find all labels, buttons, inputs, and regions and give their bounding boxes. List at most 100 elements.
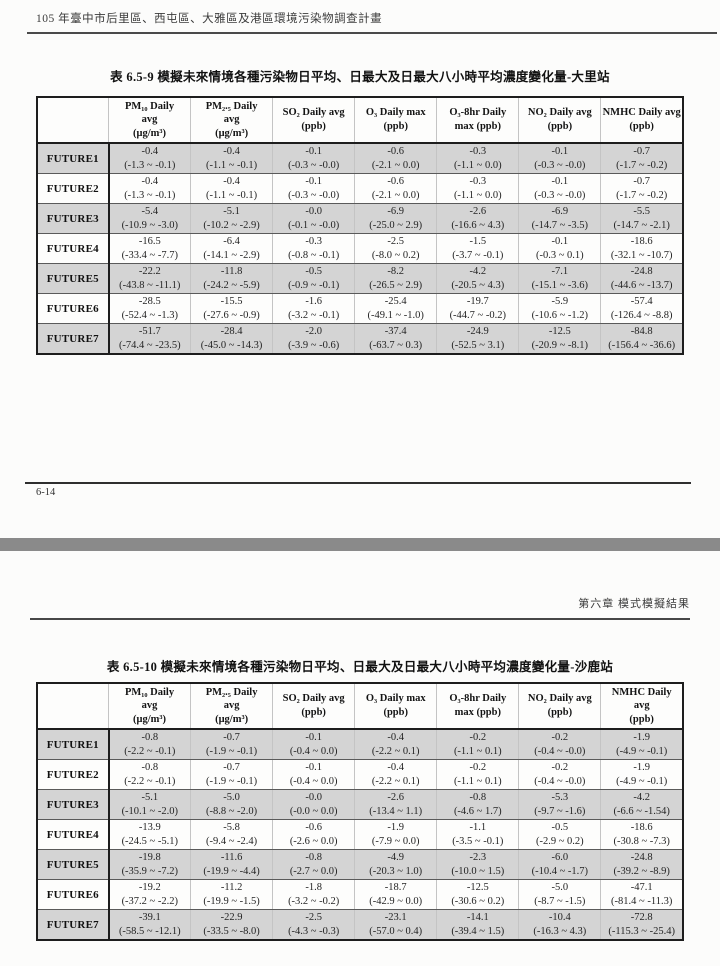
mean-change-value: -84.8 [630, 326, 653, 338]
value-cell: -18.7 (-42.9 ~ 0.0) [354, 879, 438, 910]
value-cell: -1.9 (-4.9 ~ -0.1) [600, 728, 684, 760]
value-cell: -47.1 (-81.4 ~ -11.3) [600, 879, 684, 910]
mean-change-value: -0.1 [305, 176, 322, 188]
column-header-line: avg [223, 114, 240, 126]
value-cell: -2.5 (-4.3 ~ -0.3) [272, 909, 356, 941]
value-cell: -0.1 (-0.3 ~ -0.0) [518, 173, 602, 204]
document-page-1: 105 年臺中市后里區、西屯區、大雅區及港區環境污染物調查計畫 表 6.5-9 … [25, 13, 717, 498]
range-value: (-10.4 ~ -1.7) [531, 865, 589, 877]
scenario-label: FUTURE1 [36, 142, 110, 174]
range-value: (-43.8 ~ -11.1) [119, 279, 181, 291]
value-cell: -0.7 (-1.7 ~ -0.2) [600, 173, 684, 204]
range-value: (-2.1 ~ 0.0) [371, 189, 420, 201]
value-cell: -51.7 (-74.4 ~ -23.5) [107, 323, 192, 355]
value-cell: -13.9 (-24.5 ~ -5.1) [107, 819, 192, 850]
range-value: (-1.1 ~ 0.1) [453, 775, 502, 787]
range-value: (-2.2 ~ -0.1) [124, 745, 176, 757]
scenario-label: FUTURE5 [36, 263, 110, 294]
mean-change-value: -0.1 [551, 146, 569, 158]
mean-change-value: -5.1 [141, 792, 159, 804]
value-cell: -0.1 (-0.3 ~ 0.1) [518, 233, 602, 264]
range-value: (-0.3 ~ -0.0) [288, 159, 340, 171]
range-value: (-14.7 ~ -2.1) [613, 219, 670, 231]
column-header-line: (μg/m³) [215, 127, 249, 139]
range-value: (-1.3 ~ -0.1) [124, 159, 176, 171]
mean-change-value: -2.5 [387, 236, 405, 248]
range-value: (-52.5 ~ 3.1) [451, 339, 505, 351]
range-value: (-42.9 ~ 0.0) [369, 895, 423, 907]
value-cell: -0.2 (-1.1 ~ 0.1) [436, 759, 520, 790]
table-row: FUTURE2 -0.8 (-2.2 ~ -0.1) -0.7 (-1.9 ~ -0.1… [36, 759, 684, 790]
value-cell: -2.0 (-3.9 ~ -0.6) [272, 323, 356, 355]
mean-change-value: -0.4 [141, 176, 159, 188]
scenario-label: FUTURE3 [36, 789, 110, 820]
range-value: (-20.9 ~ -8.1) [531, 339, 589, 351]
page-number: 6-14 [36, 487, 56, 498]
value-cell: -2.3 (-10.0 ~ 1.5) [436, 849, 520, 880]
mean-change-value: -0.3 [305, 236, 322, 248]
range-value: (-1.3 ~ -0.1) [124, 189, 176, 201]
value-cell: -19.2 (-37.2 ~ -2.2) [107, 879, 192, 910]
value-cell: -18.6 (-32.1 ~ -10.7) [600, 233, 684, 264]
column-header-line: O₃ Daily max [365, 693, 426, 705]
mean-change-value: -14.1 [466, 912, 489, 924]
value-cell: -0.4 (-1.1 ~ -0.1) [190, 173, 274, 204]
range-value: (-13.4 ~ 1.1) [369, 805, 423, 817]
table-row: FUTURE6 -19.2 (-37.2 ~ -2.2) -11.2 (-19.9 ~ … [36, 879, 684, 910]
range-value: (-30.6 ~ 0.2) [451, 895, 505, 907]
column-header-line: (μg/m³) [133, 127, 167, 139]
value-cell: -0.1 (-0.4 ~ 0.0) [272, 759, 356, 790]
range-value: (-19.9 ~ -1.5) [203, 895, 260, 907]
scenario-label: FUTURE4 [36, 233, 110, 264]
mean-change-value: -5.5 [633, 206, 650, 218]
column-header: PM₁₀ Daily avg (μg/m³) [107, 96, 192, 144]
range-value: (-4.6 ~ 1.7) [453, 805, 502, 817]
table-1-title: 表 6.5-9 模擬未來情境各種污染物日平均、日最大及日最大八小時平均濃度變化量… [110, 70, 610, 84]
mean-change-value: -1.9 [633, 732, 650, 744]
table-row: FUTURE1 -0.8 (-2.2 ~ -0.1) -0.7 (-1.9 ~ -0.1… [36, 728, 684, 760]
mean-change-value: -22.9 [220, 912, 243, 924]
value-cell: -1.5 (-3.7 ~ -0.1) [436, 233, 520, 264]
page-divider-bar [0, 538, 720, 551]
scenario-label: FUTURE1 [36, 728, 110, 760]
range-value: (-0.0 ~ 0.0) [289, 805, 338, 817]
value-cell: -5.3 (-9.7 ~ -1.6) [518, 789, 602, 820]
range-value: (-3.7 ~ -0.1) [452, 249, 504, 261]
value-cell: -0.2 (-0.4 ~ -0.0) [518, 759, 602, 790]
value-cell: -5.5 (-14.7 ~ -2.1) [600, 203, 684, 234]
value-cell: -5.9 (-10.6 ~ -1.2) [518, 293, 602, 324]
column-header-line: (μg/m³) [133, 713, 167, 725]
value-cell: -0.8 (-4.6 ~ 1.7) [436, 789, 520, 820]
value-cell: -12.5 (-20.9 ~ -8.1) [518, 323, 602, 355]
column-header-line: avg [633, 700, 650, 712]
mean-change-value: -7.1 [551, 266, 569, 278]
column-header-line: (μg/m³) [215, 713, 249, 725]
range-value: (-1.9 ~ -0.1) [206, 775, 258, 787]
value-cell: -0.3 (-1.1 ~ 0.0) [436, 142, 520, 174]
column-header-line: (ppb) [547, 121, 573, 132]
mean-change-value: -0.8 [141, 762, 159, 774]
range-value: (-10.0 ~ 1.5) [451, 865, 505, 877]
range-value: (-24.5 ~ -5.1) [121, 835, 178, 847]
value-cell: -5.1 (-10.2 ~ -2.9) [190, 203, 274, 234]
mean-change-value: -11.8 [220, 266, 243, 278]
column-header-line: (ppb) [547, 707, 573, 718]
mean-change-value: -24.9 [466, 326, 489, 338]
mean-change-value: -19.8 [138, 852, 161, 864]
mean-change-value: -0.0 [305, 792, 322, 804]
range-value: (-9.7 ~ -1.6) [534, 805, 586, 817]
chapter-header: 第六章 模式模擬結果 [578, 598, 690, 610]
mean-change-value: -2.3 [469, 852, 487, 864]
mean-change-value: -2.6 [387, 792, 405, 804]
value-cell: -24.8 (-44.6 ~ -13.7) [600, 263, 684, 294]
range-value: (-2.2 ~ 0.1) [371, 775, 420, 787]
mean-change-value: -6.4 [223, 236, 240, 248]
range-value: (-25.0 ~ 2.9) [369, 219, 423, 231]
value-cell: -57.4 (-126.4 ~ -8.8) [600, 293, 684, 324]
value-cell: -5.8 (-9.4 ~ -2.4) [190, 819, 274, 850]
range-value: (-57.0 ~ 0.4) [369, 925, 423, 937]
table-row: FUTURE4 -13.9 (-24.5 ~ -5.1) -5.8 (-9.4 ~ -2… [36, 819, 684, 850]
value-cell: -24.8 (-39.2 ~ -8.9) [600, 849, 684, 880]
range-value: (-27.6 ~ -0.9) [203, 309, 260, 321]
column-header-line: NMHC Daily [611, 686, 672, 698]
